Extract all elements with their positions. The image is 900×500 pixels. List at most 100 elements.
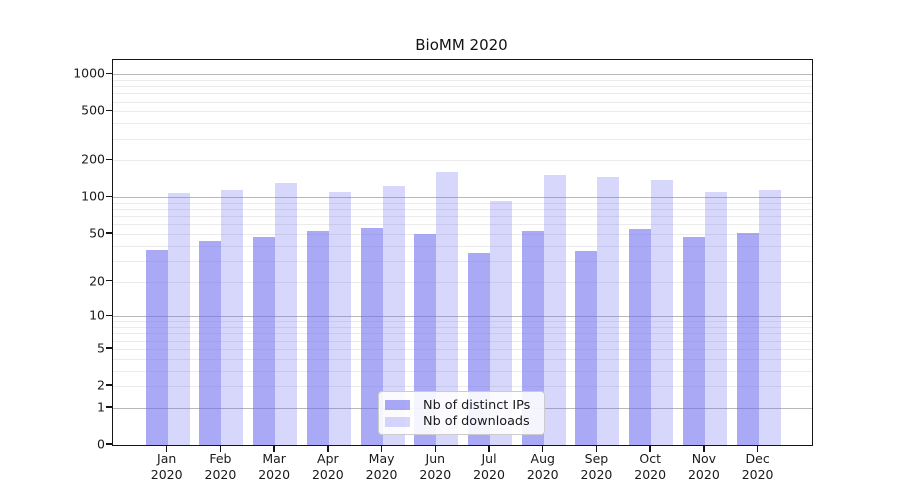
bar-distinct-ips bbox=[145, 249, 168, 445]
gridline-minor bbox=[113, 327, 812, 329]
bar-downloads bbox=[167, 193, 190, 445]
gridline-minor bbox=[113, 209, 812, 211]
y-tick-label: 20 bbox=[89, 273, 105, 289]
x-tick-label: Oct 2020 bbox=[634, 451, 667, 482]
legend-label-downloads: Nb of downloads bbox=[423, 414, 530, 430]
bar-downloads bbox=[221, 190, 244, 445]
gridline-minor bbox=[113, 123, 812, 125]
y-tick-label: 500 bbox=[81, 102, 105, 118]
y-tick-mark bbox=[106, 279, 112, 282]
x-tick-mark bbox=[542, 446, 544, 452]
x-tick-mark bbox=[703, 446, 705, 452]
bar-downloads bbox=[328, 191, 351, 445]
gridline-minor bbox=[113, 93, 812, 95]
gridline-minor bbox=[113, 101, 812, 103]
bar-distinct-ips bbox=[360, 228, 383, 445]
y-tick-mark bbox=[106, 384, 112, 386]
x-tick-mark bbox=[273, 446, 275, 452]
x-tick-label: Jul 2020 bbox=[473, 451, 505, 482]
gridline-minor bbox=[113, 234, 812, 236]
gridline-minor bbox=[113, 321, 812, 323]
bar-downloads bbox=[704, 191, 727, 445]
x-tick-label: Feb 2020 bbox=[204, 451, 237, 482]
gridline-minor bbox=[113, 202, 812, 204]
y-tick-mark bbox=[106, 232, 112, 234]
legend-item-distinct-ips: Nb of distinct IPs bbox=[385, 397, 536, 414]
gridline-minor bbox=[113, 386, 812, 388]
x-tick-label: Aug 2020 bbox=[526, 451, 559, 482]
y-tick-label: 50 bbox=[89, 225, 105, 241]
legend-swatch-distinct-ips bbox=[385, 400, 410, 411]
gridline-major bbox=[113, 197, 812, 199]
gridline-minor bbox=[113, 79, 812, 81]
x-tick-mark bbox=[219, 446, 222, 452]
bar-downloads bbox=[758, 190, 781, 445]
gridline-minor bbox=[113, 216, 812, 218]
y-tick-label: 5 bbox=[97, 340, 105, 356]
x-tick-label: Nov 2020 bbox=[687, 451, 720, 482]
bar-distinct-ips bbox=[629, 229, 652, 445]
gridline-major bbox=[113, 316, 812, 318]
y-tick-label: 1 bbox=[97, 399, 105, 415]
gridline-minor bbox=[113, 281, 812, 283]
bar-downloads bbox=[490, 201, 513, 445]
x-tick-label: Jan 2020 bbox=[150, 451, 183, 482]
x-tick-mark bbox=[595, 446, 598, 452]
gridline-minor bbox=[113, 86, 812, 88]
x-tick-mark bbox=[327, 446, 329, 452]
y-tick-label: 2 bbox=[97, 377, 105, 393]
gridline-minor bbox=[113, 333, 812, 335]
legend-swatch-downloads bbox=[385, 416, 410, 427]
legend: Nb of distinct IPs Nb of downloads bbox=[378, 391, 545, 435]
gridline-minor bbox=[113, 224, 812, 226]
bar-downloads bbox=[597, 176, 620, 445]
gridline-minor bbox=[113, 245, 812, 247]
y-tick-mark bbox=[106, 406, 112, 408]
bar-distinct-ips bbox=[253, 237, 276, 445]
x-tick-mark bbox=[488, 446, 490, 452]
bar-downloads bbox=[436, 172, 459, 445]
x-tick-label: Apr 2020 bbox=[311, 451, 344, 482]
gridline-minor bbox=[113, 111, 812, 113]
y-tick-label: 10 bbox=[89, 307, 105, 323]
bar-distinct-ips bbox=[199, 240, 222, 445]
y-tick-label: 0 bbox=[97, 436, 105, 452]
y-tick-mark bbox=[106, 443, 112, 445]
y-tick-label: 100 bbox=[81, 188, 105, 204]
y-tick-mark bbox=[106, 72, 112, 75]
x-tick-mark bbox=[756, 446, 759, 452]
y-tick-mark bbox=[106, 195, 112, 198]
gridline-minor bbox=[113, 340, 812, 342]
x-tick-mark bbox=[434, 446, 436, 452]
x-tick-label: Dec 2020 bbox=[741, 451, 774, 482]
y-tick-mark bbox=[106, 158, 112, 161]
bar-downloads bbox=[543, 175, 566, 445]
gridline-minor bbox=[113, 138, 812, 140]
gridline-major bbox=[113, 74, 812, 76]
bar-downloads bbox=[382, 185, 405, 445]
bar-distinct-ips bbox=[575, 251, 598, 445]
bar-downloads bbox=[275, 183, 298, 445]
bar-distinct-ips bbox=[736, 233, 759, 445]
x-tick-mark bbox=[166, 446, 168, 452]
x-tick-label: Jun 2020 bbox=[419, 451, 452, 482]
gridline-minor bbox=[113, 348, 812, 350]
gridline-minor bbox=[113, 160, 812, 162]
gridline-minor bbox=[113, 370, 812, 372]
plot-area bbox=[112, 59, 813, 446]
y-tick-label: 200 bbox=[81, 151, 105, 167]
gridline-minor bbox=[113, 260, 812, 262]
gridline-minor bbox=[113, 358, 812, 360]
y-tick-label: 1000 bbox=[73, 65, 105, 81]
y-tick-mark bbox=[106, 347, 112, 349]
x-tick-mark bbox=[649, 446, 651, 452]
bar-distinct-ips bbox=[682, 237, 705, 445]
x-tick-mark bbox=[380, 446, 383, 452]
legend-item-downloads: Nb of downloads bbox=[385, 414, 536, 431]
x-tick-label: Sep 2020 bbox=[580, 451, 613, 482]
x-tick-label: Mar 2020 bbox=[258, 451, 291, 482]
y-tick-mark bbox=[106, 314, 112, 317]
x-tick-label: May 2020 bbox=[365, 451, 398, 482]
bar-downloads bbox=[651, 179, 674, 445]
